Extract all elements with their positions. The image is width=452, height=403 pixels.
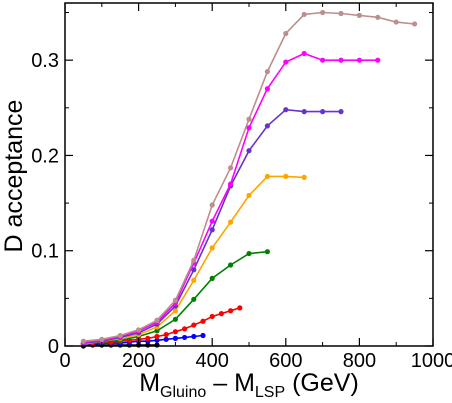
x-tick-label: 1000 bbox=[411, 350, 452, 372]
data-point bbox=[163, 336, 169, 342]
data-point bbox=[191, 257, 197, 263]
data-point bbox=[182, 334, 188, 341]
data-point bbox=[246, 192, 252, 199]
series-7 bbox=[80, 50, 381, 345]
series-8 bbox=[80, 9, 418, 344]
data-point bbox=[264, 249, 270, 255]
x-tick-label: 800 bbox=[343, 350, 376, 372]
data-point bbox=[393, 19, 399, 25]
data-point bbox=[172, 316, 178, 322]
x-tick-label: 200 bbox=[122, 350, 155, 372]
data-point bbox=[246, 125, 252, 131]
x-axis-label-part: M bbox=[139, 369, 160, 397]
data-point bbox=[163, 331, 169, 338]
data-point bbox=[228, 262, 234, 268]
data-point bbox=[209, 218, 215, 224]
data-point bbox=[264, 173, 270, 180]
data-point bbox=[338, 10, 344, 17]
data-point bbox=[172, 335, 178, 341]
data-point bbox=[237, 305, 243, 311]
data-point bbox=[283, 30, 289, 37]
data-point bbox=[191, 267, 197, 273]
data-point bbox=[320, 57, 326, 63]
data-point bbox=[209, 275, 215, 281]
data-point bbox=[154, 328, 160, 334]
data-point bbox=[301, 50, 307, 57]
series-line bbox=[83, 108, 341, 344]
y-tick-label: 0.1 bbox=[31, 241, 59, 263]
data-point bbox=[228, 308, 234, 314]
data-point bbox=[375, 14, 381, 20]
data-point bbox=[154, 333, 160, 340]
data-point bbox=[136, 327, 142, 333]
data-point bbox=[283, 59, 289, 65]
data-point bbox=[264, 86, 270, 92]
data-point bbox=[301, 174, 307, 180]
data-point bbox=[264, 69, 270, 75]
y-tick-label: 0.3 bbox=[31, 50, 59, 72]
data-point bbox=[301, 109, 307, 115]
data-point bbox=[191, 333, 197, 340]
y-tick-label: 0 bbox=[48, 336, 59, 358]
x-axis-label-subscript: LSP bbox=[255, 384, 285, 401]
x-axis-label-part: (GeV) bbox=[285, 369, 359, 397]
x-tick-label: 0 bbox=[59, 350, 70, 372]
data-point bbox=[209, 202, 215, 208]
data-point bbox=[228, 181, 234, 187]
data-point bbox=[191, 277, 197, 283]
data-point bbox=[246, 148, 252, 154]
series-6 bbox=[80, 107, 344, 346]
data-point bbox=[320, 9, 326, 16]
data-point bbox=[283, 173, 289, 180]
data-point bbox=[200, 318, 206, 324]
data-point bbox=[246, 250, 252, 257]
series-line bbox=[83, 52, 378, 343]
data-point bbox=[264, 123, 270, 129]
data-point bbox=[209, 313, 215, 320]
data-point bbox=[412, 21, 418, 27]
data-point bbox=[117, 332, 123, 339]
data-point bbox=[99, 336, 105, 342]
data-point bbox=[172, 308, 178, 314]
data-point bbox=[154, 342, 160, 348]
data-point bbox=[145, 335, 151, 341]
data-point bbox=[356, 57, 362, 63]
x-tick-label: 600 bbox=[269, 350, 302, 372]
plot-frame bbox=[64, 2, 434, 347]
y-tick-label: 0.2 bbox=[31, 145, 59, 167]
x-axis-label: MGluino – MLSP (GeV) bbox=[139, 369, 359, 401]
data-point bbox=[172, 297, 178, 303]
series-layer bbox=[80, 9, 418, 349]
data-point bbox=[320, 109, 326, 115]
data-point bbox=[209, 227, 215, 233]
data-point bbox=[182, 326, 188, 332]
data-point bbox=[154, 337, 160, 343]
data-point bbox=[80, 338, 86, 344]
data-point bbox=[228, 165, 234, 171]
data-point bbox=[375, 57, 381, 63]
data-point bbox=[200, 332, 206, 339]
data-point bbox=[209, 245, 215, 251]
data-point bbox=[283, 107, 289, 113]
data-point bbox=[301, 11, 307, 18]
data-point bbox=[246, 116, 252, 122]
x-axis-label-part: – M bbox=[206, 369, 255, 397]
y-axis-label: D acceptance bbox=[0, 100, 28, 253]
data-point bbox=[356, 12, 362, 18]
data-point bbox=[338, 109, 344, 115]
tick-layer: 0 200 400 600 800 1000 0 0.1 0.2 0.3 bbox=[31, 3, 452, 372]
x-tick-label: 400 bbox=[196, 350, 229, 372]
data-point bbox=[154, 317, 160, 323]
data-point bbox=[191, 322, 197, 328]
data-point bbox=[338, 57, 344, 63]
x-axis-label-subscript: Gluino bbox=[160, 384, 206, 401]
series-line bbox=[83, 11, 415, 342]
data-point bbox=[228, 219, 234, 225]
data-point bbox=[191, 296, 197, 302]
data-point bbox=[218, 311, 224, 317]
data-point bbox=[172, 329, 178, 335]
